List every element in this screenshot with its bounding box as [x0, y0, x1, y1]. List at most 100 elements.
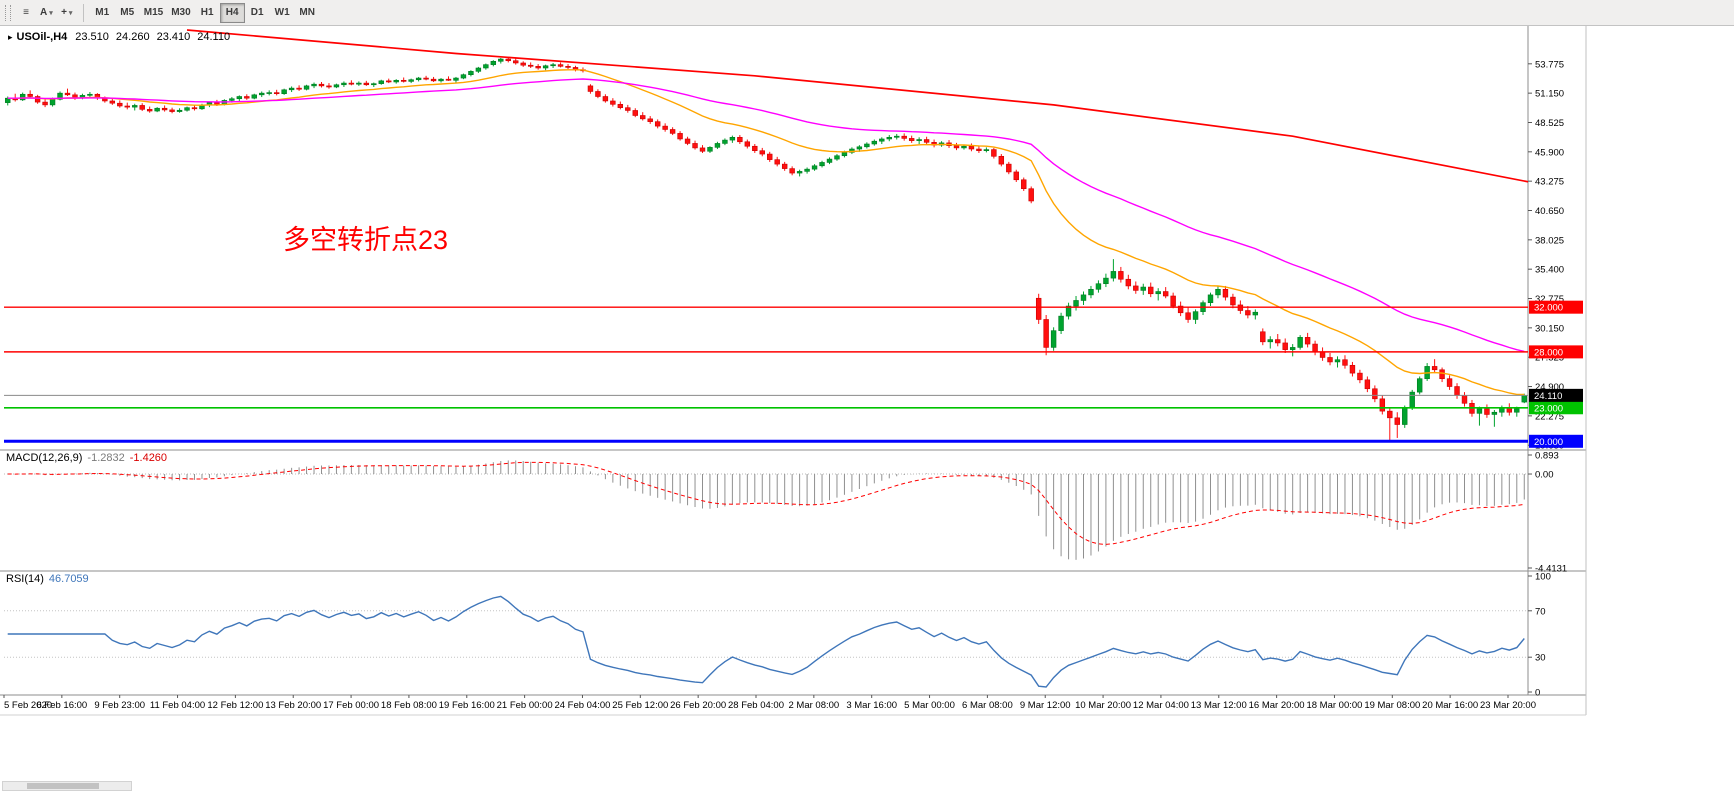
- candles: [5, 57, 1527, 441]
- svg-text:10 Mar 20:00: 10 Mar 20:00: [1075, 700, 1131, 711]
- timeframe-m1-button[interactable]: M1: [90, 3, 115, 23]
- price-badge: 20.000: [1529, 434, 1583, 448]
- svg-text:43.275: 43.275: [1535, 177, 1564, 188]
- chart-frame: [0, 26, 1587, 716]
- timeframe-label: M30: [171, 7, 191, 18]
- text-tool-button[interactable]: A ▾: [36, 3, 57, 23]
- svg-text:24.900: 24.900: [1535, 382, 1564, 393]
- svg-text:12 Mar 04:00: 12 Mar 04:00: [1133, 700, 1189, 711]
- low-value: 23.410: [156, 31, 191, 43]
- timeframe-m5-button[interactable]: M5: [115, 3, 140, 23]
- rsi-scale[interactable]: 100 70 30 0: [1528, 572, 1551, 699]
- horizontal-scrollbar[interactable]: [2, 781, 132, 791]
- toolbar-drag-handle[interactable]: [5, 4, 11, 21]
- svg-text:2 Mar 08:00: 2 Mar 08:00: [788, 700, 839, 711]
- svg-text:20 Mar 16:00: 20 Mar 16:00: [1422, 700, 1478, 711]
- charts-menu-button[interactable]: ≡: [16, 3, 36, 23]
- timeframe-m15-button[interactable]: M15: [140, 3, 167, 23]
- svg-text:48.525: 48.525: [1535, 118, 1564, 129]
- chevron-down-icon: ▾: [49, 9, 53, 17]
- rsi-line: [7, 595, 1525, 688]
- one-click-trading-toggle[interactable]: ▸: [8, 32, 13, 42]
- svg-text:13 Mar 12:00: 13 Mar 12:00: [1191, 700, 1247, 711]
- svg-text:30.150: 30.150: [1535, 323, 1564, 334]
- crosshair-tool-button[interactable]: + ▾: [57, 3, 77, 23]
- svg-text:18 Mar 00:00: 18 Mar 00:00: [1306, 700, 1362, 711]
- svg-text:9 Mar 12:00: 9 Mar 12:00: [1020, 700, 1071, 711]
- timeframe-label: H1: [200, 7, 214, 18]
- svg-text:16 Mar 20:00: 16 Mar 20:00: [1249, 700, 1305, 711]
- timeframe-m30-button[interactable]: M30: [167, 3, 194, 23]
- macd-scale[interactable]: 0.893 0.00 -4.4131: [1528, 451, 1567, 575]
- scrollbar-thumb[interactable]: [27, 783, 99, 789]
- svg-text:3 Mar 16:00: 3 Mar 16:00: [846, 700, 897, 711]
- svg-text:11 Feb 04:00: 11 Feb 04:00: [150, 700, 205, 711]
- high-value: 24.260: [115, 31, 150, 43]
- text-tool-icon: A: [40, 7, 48, 18]
- svg-text:6 Mar 08:00: 6 Mar 08:00: [962, 700, 1013, 711]
- svg-text:6 Feb 16:00: 6 Feb 16:00: [36, 700, 87, 711]
- ma-fast-line: [7, 69, 1525, 396]
- svg-text:70: 70: [1535, 606, 1546, 617]
- trendline[interactable]: [186, 29, 1547, 185]
- rsi-name: RSI(14): [6, 573, 44, 585]
- svg-text:20.000: 20.000: [1534, 437, 1563, 448]
- timeframe-label: H4: [225, 7, 239, 18]
- timeframe-h4-button[interactable]: H4: [219, 2, 245, 23]
- chart-symbol-label: USOil-,H4: [16, 31, 68, 43]
- svg-text:18 Feb 08:00: 18 Feb 08:00: [381, 700, 437, 711]
- svg-text:51.150: 51.150: [1535, 89, 1564, 100]
- ma-slow-line: [7, 78, 1525, 353]
- macd-histogram: [14, 460, 1525, 560]
- svg-text:12 Feb 12:00: 12 Feb 12:00: [207, 700, 263, 711]
- timeframe-label: M1: [95, 7, 110, 18]
- timeframe-w1-button[interactable]: W1: [270, 3, 295, 23]
- chart-text-annotation[interactable]: 多空转折点23: [283, 225, 449, 255]
- svg-text:0.893: 0.893: [1535, 451, 1559, 462]
- svg-text:5 Feb 2020: 5 Feb 2020: [4, 700, 52, 711]
- menu-grid-icon: ≡: [23, 7, 29, 18]
- chevron-down-icon: ▾: [68, 9, 73, 17]
- close-value: 24.110: [197, 31, 231, 43]
- svg-text:32.000: 32.000: [1534, 303, 1563, 314]
- price-badge: 23.000: [1529, 401, 1583, 415]
- macd-signal-line: [7, 461, 1525, 545]
- svg-text:19 Feb 16:00: 19 Feb 16:00: [439, 700, 495, 711]
- svg-text:40.650: 40.650: [1535, 206, 1564, 217]
- svg-text:23 Mar 20:00: 23 Mar 20:00: [1480, 700, 1536, 711]
- svg-text:35.400: 35.400: [1535, 265, 1564, 276]
- macd-indicator-label: MACD(12,26,9) -1.2832 -1.4260: [6, 452, 167, 464]
- price-badge: 28.000: [1529, 345, 1583, 359]
- svg-text:17 Feb 00:00: 17 Feb 00:00: [323, 700, 379, 711]
- svg-text:5 Mar 00:00: 5 Mar 00:00: [904, 700, 955, 711]
- timeframe-h1-button[interactable]: H1: [195, 3, 220, 23]
- svg-text:30: 30: [1535, 653, 1546, 664]
- price-badge: 32.000: [1529, 300, 1583, 314]
- timeframe-label: MN: [299, 7, 315, 18]
- price-badge: 24.110: [1529, 388, 1583, 402]
- timeframe-label: D1: [250, 7, 264, 18]
- svg-text:28 Feb 04:00: 28 Feb 04:00: [728, 700, 784, 711]
- svg-text:26 Feb 20:00: 26 Feb 20:00: [670, 700, 726, 711]
- timeframe-label: M15: [143, 7, 164, 18]
- svg-text:22.275: 22.275: [1535, 411, 1564, 422]
- svg-text:24.110: 24.110: [1534, 391, 1562, 402]
- svg-text:19 Mar 08:00: 19 Mar 08:00: [1364, 700, 1420, 711]
- timeframe-d1-button[interactable]: D1: [245, 3, 270, 23]
- open-value: 23.510: [75, 31, 109, 43]
- svg-text:53.775: 53.775: [1535, 59, 1564, 70]
- svg-text:38.025: 38.025: [1535, 235, 1564, 246]
- svg-text:9 Feb 23:00: 9 Feb 23:00: [94, 700, 145, 711]
- svg-text:0.00: 0.00: [1535, 470, 1554, 481]
- svg-text:32.775: 32.775: [1535, 294, 1564, 305]
- chart-title: ▸ USOil-,H4 23.510 24.260 23.410 24.110: [8, 31, 237, 43]
- timeframe-label: W1: [274, 7, 290, 18]
- macd-signal-value: -1.4260: [129, 452, 168, 464]
- timeframe-mn-button[interactable]: MN: [295, 3, 320, 23]
- svg-text:24 Feb 04:00: 24 Feb 04:00: [554, 700, 610, 711]
- svg-text:13 Feb 20:00: 13 Feb 20:00: [265, 700, 321, 711]
- svg-text:25 Feb 12:00: 25 Feb 12:00: [612, 700, 668, 711]
